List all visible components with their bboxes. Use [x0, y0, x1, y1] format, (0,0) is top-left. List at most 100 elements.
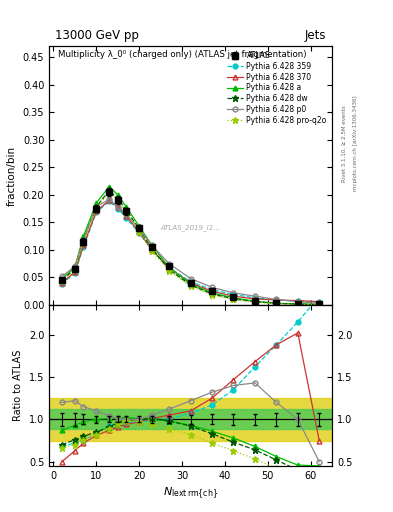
Pythia 6.428 dw [81, 237, 86, 243]
Pythia 6.428 pro-q2o [150, 248, 154, 254]
Pythia 6.428 p0 [81, 237, 86, 243]
Pythia 6.428 p0 [274, 296, 279, 303]
Line: Pythia 6.428 359: Pythia 6.428 359 [60, 199, 321, 305]
Pythia 6.428 dw [137, 226, 141, 232]
Pythia 6.428 359 [150, 247, 154, 253]
Pythia 6.428 pro-q2o [60, 278, 64, 284]
Pythia 6.428 359 [231, 291, 236, 297]
Pythia 6.428 dw [124, 207, 129, 214]
Text: Multiplicity λ_0⁰ (charged only) (ATLAS jet fragmentation): Multiplicity λ_0⁰ (charged only) (ATLAS … [58, 50, 306, 59]
Pythia 6.428 pro-q2o [231, 296, 236, 303]
Pythia 6.428 359 [94, 209, 99, 216]
Pythia 6.428 pro-q2o [210, 292, 215, 298]
Pythia 6.428 dw [210, 291, 215, 297]
Pythia 6.428 a [137, 223, 141, 229]
Pythia 6.428 dw [167, 267, 171, 273]
Pythia 6.428 pro-q2o [317, 302, 321, 308]
Pythia 6.428 370 [253, 296, 257, 302]
Pythia 6.428 p0 [296, 298, 300, 305]
Pythia 6.428 p0 [116, 204, 120, 210]
Pythia 6.428 dw [253, 298, 257, 305]
Pythia 6.428 dw [107, 187, 112, 194]
Pythia 6.428 p0 [94, 204, 99, 210]
Pythia 6.428 dw [94, 204, 99, 210]
Pythia 6.428 359 [274, 297, 279, 303]
Line: Pythia 6.428 a: Pythia 6.428 a [60, 184, 321, 307]
Pythia 6.428 dw [72, 266, 77, 272]
Pythia 6.428 dw [317, 302, 321, 308]
Pythia 6.428 a [296, 301, 300, 307]
X-axis label: $N_{\rm lext\,rm\{ch\}}$: $N_{\rm lext\,rm\{ch\}}$ [163, 486, 218, 502]
Pythia 6.428 359 [253, 295, 257, 301]
Pythia 6.428 359 [317, 299, 321, 305]
Pythia 6.428 a [116, 191, 120, 198]
Pythia 6.428 370 [116, 204, 120, 210]
Pythia 6.428 p0 [124, 211, 129, 217]
Line: Pythia 6.428 370: Pythia 6.428 370 [60, 198, 321, 304]
Pythia 6.428 pro-q2o [188, 283, 193, 289]
Pythia 6.428 pro-q2o [72, 267, 77, 273]
Pythia 6.428 pro-q2o [124, 209, 129, 216]
Pythia 6.428 370 [231, 293, 236, 299]
Pythia 6.428 359 [167, 265, 171, 271]
Pythia 6.428 370 [317, 298, 321, 305]
Pythia 6.428 a [81, 233, 86, 239]
Pythia 6.428 370 [296, 297, 300, 304]
Pythia 6.428 dw [231, 296, 236, 302]
Pythia 6.428 370 [60, 280, 64, 286]
Pythia 6.428 359 [81, 244, 86, 250]
Pythia 6.428 a [150, 242, 154, 248]
Pythia 6.428 359 [60, 281, 64, 287]
Pythia 6.428 p0 [317, 300, 321, 306]
Pythia 6.428 dw [150, 246, 154, 252]
Pythia 6.428 359 [124, 215, 129, 221]
Text: ATLAS_2019_I1...: ATLAS_2019_I1... [161, 224, 220, 231]
Text: mcplots.cern.ch [arXiv:1306.3436]: mcplots.cern.ch [arXiv:1306.3436] [353, 96, 358, 191]
Pythia 6.428 a [60, 275, 64, 282]
Pythia 6.428 pro-q2o [137, 229, 141, 235]
Y-axis label: Ratio to ATLAS: Ratio to ATLAS [13, 350, 23, 421]
Pythia 6.428 a [210, 290, 215, 296]
Pythia 6.428 p0 [231, 290, 236, 296]
Pythia 6.428 370 [188, 280, 193, 286]
Pythia 6.428 p0 [210, 284, 215, 290]
Pythia 6.428 359 [137, 230, 141, 237]
Pythia 6.428 pro-q2o [81, 239, 86, 245]
Legend: ATLAS, Pythia 6.428 359, Pythia 6.428 370, Pythia 6.428 a, Pythia 6.428 dw, Pyth: ATLAS, Pythia 6.428 359, Pythia 6.428 37… [225, 50, 328, 126]
Pythia 6.428 dw [296, 301, 300, 307]
Pythia 6.428 pro-q2o [94, 205, 99, 211]
Pythia 6.428 a [94, 200, 99, 206]
Pythia 6.428 370 [150, 247, 154, 253]
Pythia 6.428 p0 [72, 263, 77, 269]
Pythia 6.428 359 [72, 270, 77, 276]
Pythia 6.428 pro-q2o [274, 301, 279, 307]
Line: Pythia 6.428 p0: Pythia 6.428 p0 [60, 197, 321, 306]
Pythia 6.428 a [107, 183, 112, 189]
Pythia 6.428 370 [167, 265, 171, 271]
Pythia 6.428 a [188, 281, 193, 287]
Pythia 6.428 359 [210, 287, 215, 293]
Pythia 6.428 pro-q2o [107, 189, 112, 195]
Pythia 6.428 pro-q2o [296, 301, 300, 307]
Y-axis label: fraction/bin: fraction/bin [7, 145, 17, 206]
Pythia 6.428 359 [188, 279, 193, 285]
Pythia 6.428 370 [94, 208, 99, 215]
Pythia 6.428 p0 [167, 261, 171, 267]
Text: 13000 GeV pp: 13000 GeV pp [55, 29, 139, 42]
Pythia 6.428 370 [81, 242, 86, 248]
Pythia 6.428 370 [72, 269, 77, 275]
Pythia 6.428 p0 [253, 293, 257, 299]
Line: Pythia 6.428 dw: Pythia 6.428 dw [59, 187, 322, 308]
Pythia 6.428 dw [116, 196, 120, 202]
Pythia 6.428 p0 [188, 275, 193, 282]
Pythia 6.428 a [167, 265, 171, 271]
Pythia 6.428 p0 [107, 196, 112, 202]
Pythia 6.428 a [317, 302, 321, 308]
Pythia 6.428 370 [137, 229, 141, 236]
Pythia 6.428 370 [210, 288, 215, 294]
Pythia 6.428 p0 [60, 273, 64, 280]
Pythia 6.428 359 [107, 198, 112, 204]
Text: Jets: Jets [305, 29, 327, 42]
Pythia 6.428 359 [116, 205, 120, 211]
Pythia 6.428 370 [274, 297, 279, 303]
